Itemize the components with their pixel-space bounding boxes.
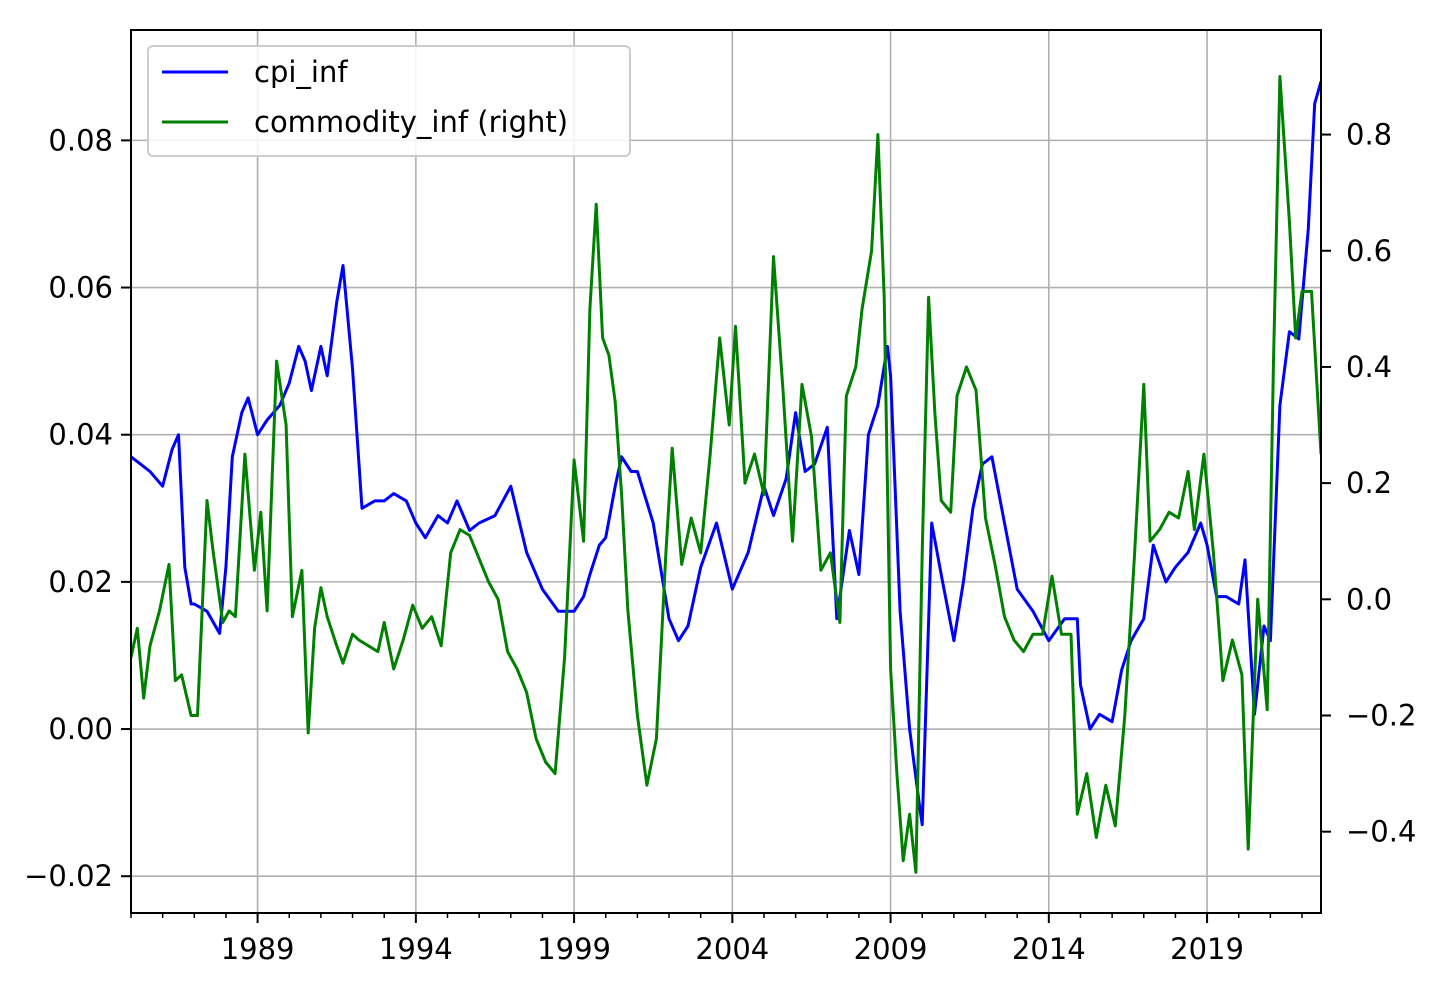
y-left-tick-label: 0.08 [48,123,113,157]
x-tick-label: 1989 [221,932,295,966]
x-tick-label: 1999 [537,932,611,966]
y-left-tick-label: −0.02 [24,859,113,893]
y-left-tick-label: 0.00 [48,712,113,746]
x-tick-label: 2004 [695,932,769,966]
y-right-tick-label: −0.4 [1346,815,1416,849]
legend-series-name: commodity_inf [254,105,469,139]
y-right-tick-label: 0.0 [1346,582,1392,616]
series-line-commodity-inf [131,75,1321,874]
axes: 1989 1994 1999 2004 2009 2014 2019 −0.02 0.00 0.0… [24,118,1416,966]
x-tick-label: 2019 [1170,932,1244,966]
legend-label-commodity-inf: commodity_inf (right) [254,105,568,139]
y-left-tick-label: 0.04 [48,418,113,452]
y-right-tick-label: 0.6 [1346,234,1392,268]
legend: cpi_inf commodity_inf (right) [147,45,631,157]
plot-frame [130,29,1322,914]
legend-label-cpi-inf: cpi_inf [254,55,348,89]
legend-box [147,45,631,157]
y-right-tick-label: 0.8 [1346,118,1392,152]
x-tick-label: 2014 [1012,932,1086,966]
y-left-tick-label: 0.06 [48,271,113,305]
y-right-tick-label: −0.2 [1346,698,1416,732]
x-tick-label: 1994 [379,932,453,966]
series-line-cpi-inf [131,81,1321,827]
y-right-tick-label: 0.2 [1346,466,1392,500]
y-right-tick-label: 0.4 [1346,350,1392,384]
x-tick-label: 2009 [854,932,928,966]
plot-area [131,75,1321,874]
y-left-tick-label: 0.02 [48,565,113,599]
